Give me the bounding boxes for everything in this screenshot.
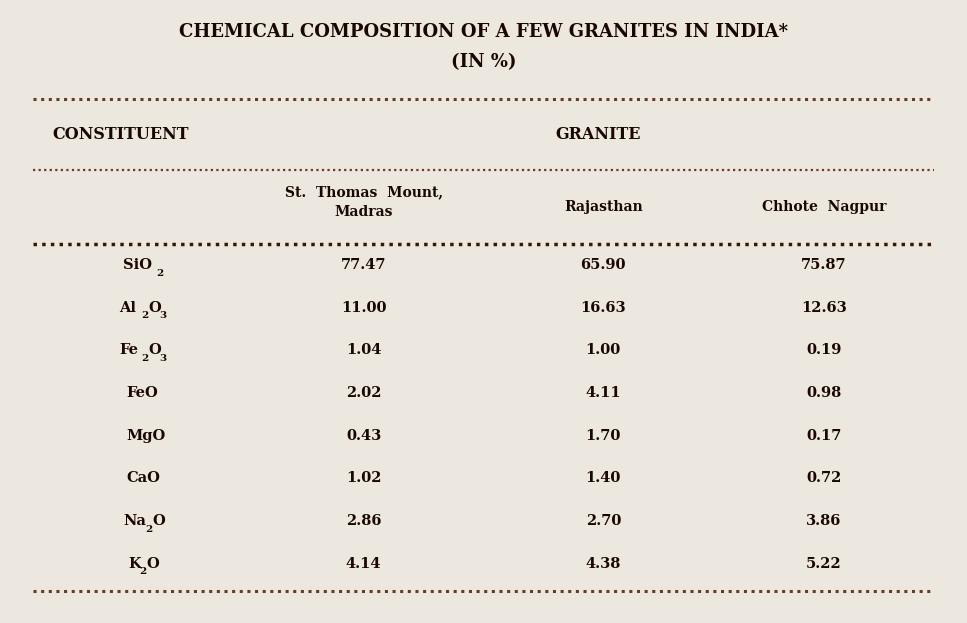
Text: 1.70: 1.70 bbox=[586, 429, 621, 443]
Text: 0.72: 0.72 bbox=[806, 472, 841, 485]
Text: 1.04: 1.04 bbox=[346, 343, 381, 358]
Text: 3: 3 bbox=[160, 354, 167, 363]
Text: CONSTITUENT: CONSTITUENT bbox=[52, 126, 189, 143]
Text: GRANITE: GRANITE bbox=[556, 126, 641, 143]
Text: Fe: Fe bbox=[120, 343, 138, 358]
Text: 0.19: 0.19 bbox=[806, 343, 841, 358]
Text: 0.43: 0.43 bbox=[346, 429, 381, 443]
Text: 1.00: 1.00 bbox=[586, 343, 621, 358]
Text: O: O bbox=[147, 557, 160, 571]
Text: FeO: FeO bbox=[127, 386, 159, 400]
Text: 3.86: 3.86 bbox=[806, 514, 841, 528]
Text: 2.86: 2.86 bbox=[346, 514, 381, 528]
Text: Rajasthan: Rajasthan bbox=[564, 200, 643, 214]
Text: 2: 2 bbox=[141, 354, 149, 363]
Text: CaO: CaO bbox=[127, 472, 161, 485]
Text: 2: 2 bbox=[141, 312, 149, 320]
Text: 3: 3 bbox=[160, 312, 167, 320]
Text: Chhote  Nagpur: Chhote Nagpur bbox=[762, 200, 886, 214]
Text: 77.47: 77.47 bbox=[341, 258, 387, 272]
Text: St.  Thomas  Mount,
Madras: St. Thomas Mount, Madras bbox=[284, 185, 443, 219]
Text: (IN %): (IN %) bbox=[451, 54, 516, 72]
Text: 16.63: 16.63 bbox=[580, 301, 627, 315]
Text: MgO: MgO bbox=[127, 429, 166, 443]
Text: SiO: SiO bbox=[123, 258, 152, 272]
Text: O: O bbox=[149, 301, 161, 315]
Text: Na: Na bbox=[123, 514, 146, 528]
Text: 0.17: 0.17 bbox=[806, 429, 841, 443]
Text: 2.70: 2.70 bbox=[586, 514, 621, 528]
Text: CHEMICAL COMPOSITION OF A FEW GRANITES IN INDIA*: CHEMICAL COMPOSITION OF A FEW GRANITES I… bbox=[179, 23, 788, 41]
Text: O: O bbox=[152, 514, 165, 528]
Text: 0.98: 0.98 bbox=[806, 386, 841, 400]
Text: 4.14: 4.14 bbox=[346, 557, 381, 571]
Text: 2: 2 bbox=[156, 269, 163, 278]
Text: 2.02: 2.02 bbox=[346, 386, 381, 400]
Text: O: O bbox=[149, 343, 161, 358]
Text: 5.22: 5.22 bbox=[806, 557, 841, 571]
Text: 12.63: 12.63 bbox=[801, 301, 847, 315]
Text: 2: 2 bbox=[145, 525, 153, 533]
Text: 1.02: 1.02 bbox=[346, 472, 381, 485]
Text: 65.90: 65.90 bbox=[580, 258, 626, 272]
Text: Al: Al bbox=[120, 301, 136, 315]
Text: 2: 2 bbox=[139, 567, 147, 576]
Text: 4.11: 4.11 bbox=[586, 386, 621, 400]
Text: 1.40: 1.40 bbox=[586, 472, 621, 485]
Text: 11.00: 11.00 bbox=[341, 301, 387, 315]
Text: 4.38: 4.38 bbox=[586, 557, 621, 571]
Text: K: K bbox=[129, 557, 141, 571]
Text: 75.87: 75.87 bbox=[801, 258, 847, 272]
